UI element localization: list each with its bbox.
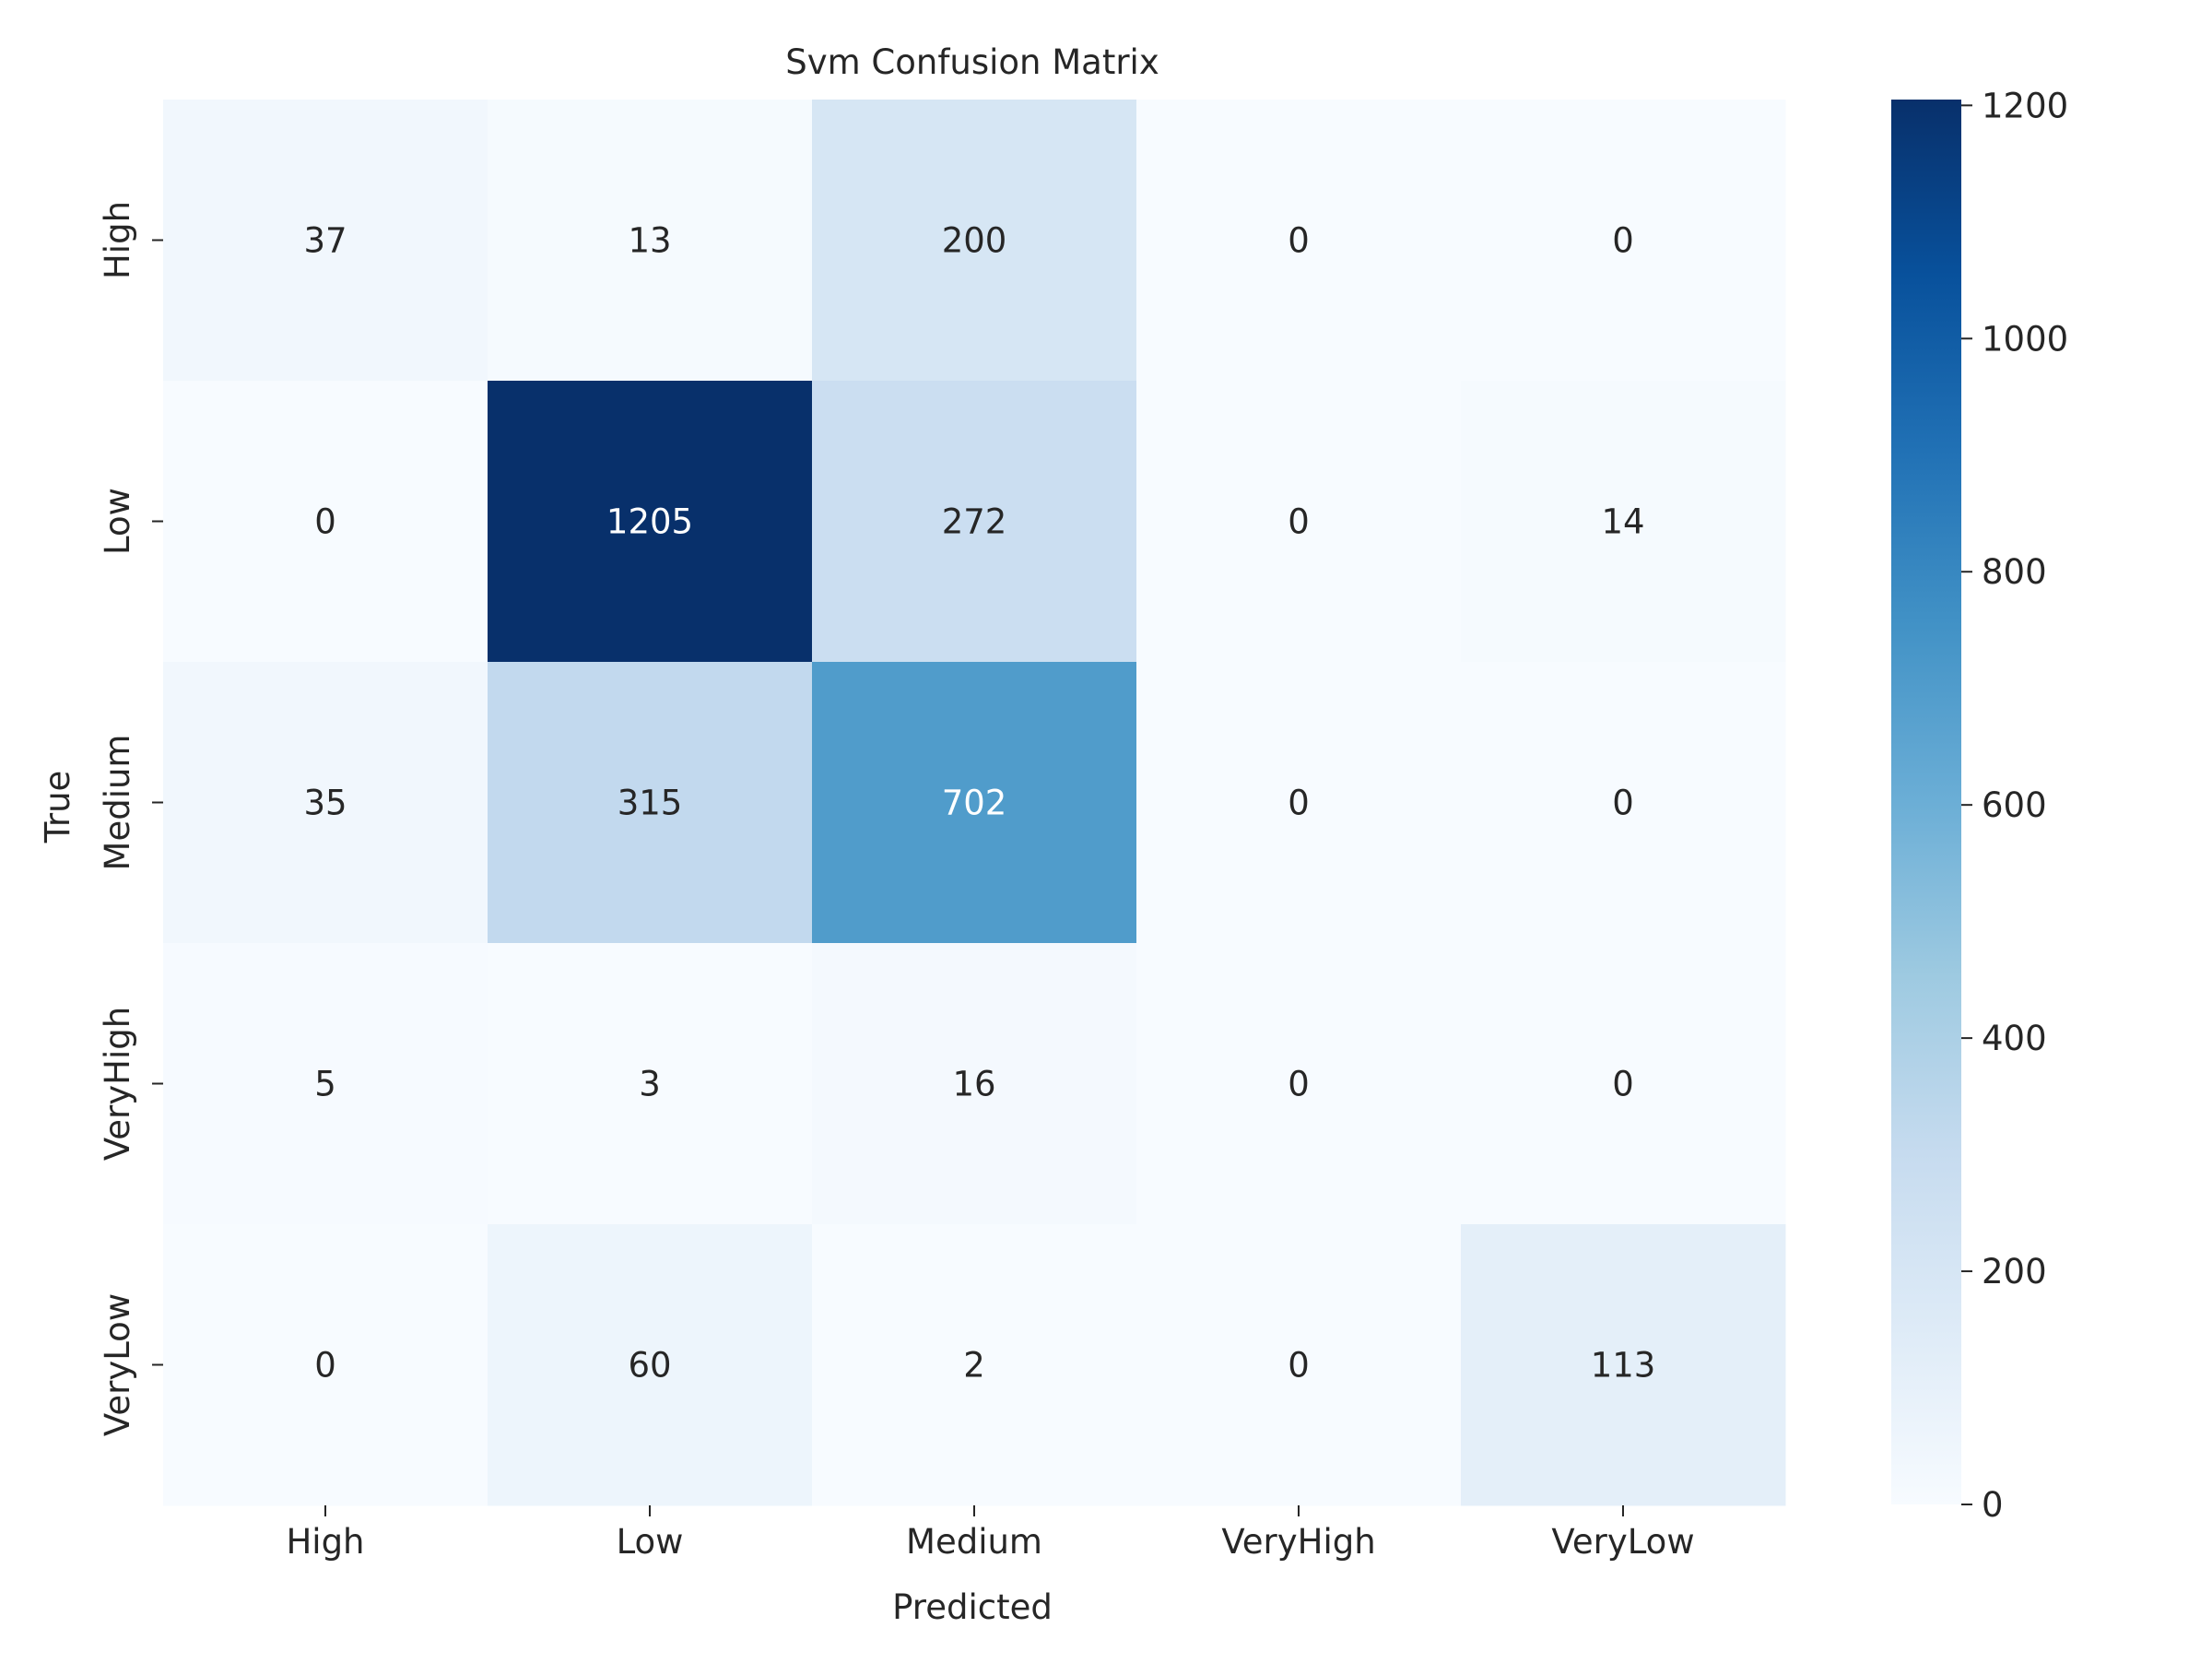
cell-value-4-0: 0	[314, 1346, 336, 1386]
heatmap-cell-1-4	[1461, 381, 1786, 663]
cell-value-1-3: 0	[1288, 502, 1310, 542]
cell-value-1-2: 272	[942, 502, 1007, 542]
cell-value-3-3: 0	[1288, 1065, 1310, 1104]
heatmap-cell-3-3	[1136, 943, 1462, 1225]
y-tick-label-0: High	[98, 201, 137, 279]
heatmap-cell-0-2	[812, 100, 1137, 382]
cell-value-4-2: 2	[963, 1346, 985, 1386]
cell-value-2-4: 0	[1612, 784, 1634, 823]
heatmap-cell-4-4	[1461, 1224, 1786, 1506]
chart-title: Svm Confusion Matrix	[785, 42, 1159, 82]
heatmap-cell-4-2	[812, 1224, 1137, 1506]
heatmap-cells: 37 13 200 0 0 0 1205 272 0 14 35 315 702 0 0 5 3 16 0 0 0 60 2…	[163, 100, 1786, 1506]
heatmap-cell-2-2	[812, 662, 1137, 944]
cell-value-0-3: 0	[1288, 221, 1310, 261]
y-axis-label: True	[38, 771, 77, 844]
cell-value-0-0: 37	[303, 221, 347, 261]
heatmap-cell-4-0	[163, 1224, 488, 1506]
x-tick-label-4: VeryLow	[1551, 1522, 1694, 1562]
heatmap-cell-0-0	[163, 100, 488, 382]
cell-value-3-4: 0	[1612, 1065, 1634, 1104]
cell-value-4-4: 113	[1591, 1346, 1656, 1386]
cell-value-4-3: 0	[1288, 1346, 1310, 1386]
heatmap-cell-0-1	[488, 100, 813, 382]
y-tick-label-2: Medium	[98, 735, 137, 871]
colorbar-tick-label-1: 200	[1982, 1252, 2047, 1291]
colorbar-tick-label-5: 1000	[1982, 319, 2068, 359]
cell-value-2-2: 702	[942, 784, 1007, 823]
heatmap-cell-0-3	[1136, 100, 1462, 382]
heatmap-cell-0-4	[1461, 100, 1786, 382]
cell-value-0-1: 13	[628, 221, 671, 261]
x-axis-label: Predicted	[892, 1587, 1053, 1627]
x-axis-ticks: High Low Medium VeryHigh VeryLow	[286, 1505, 1695, 1562]
cell-value-3-1: 3	[639, 1065, 661, 1104]
cell-value-1-1: 1205	[606, 502, 693, 542]
colorbar-tick-label-3: 600	[1982, 785, 2047, 825]
heatmap-cell-3-2	[812, 943, 1137, 1225]
cell-value-3-2: 16	[952, 1065, 995, 1104]
heatmap-cell-3-0	[163, 943, 488, 1225]
heatmap-cell-1-0	[163, 381, 488, 663]
heatmap-cell-2-1	[488, 662, 813, 944]
heatmap-cell-2-0	[163, 662, 488, 944]
x-tick-label-3: VeryHigh	[1221, 1522, 1375, 1562]
heatmap-cell-4-1	[488, 1224, 813, 1506]
x-tick-label-1: Low	[617, 1522, 684, 1562]
y-tick-label-1: Low	[98, 488, 137, 555]
cell-value-2-3: 0	[1288, 784, 1310, 823]
y-tick-label-3: VeryHigh	[98, 1007, 137, 1161]
x-tick-label-0: High	[286, 1522, 364, 1562]
cell-value-1-4: 14	[1601, 502, 1644, 542]
heatmap-cell-3-1	[488, 943, 813, 1225]
cell-value-1-0: 0	[314, 502, 336, 542]
heatmap-cell-1-1	[488, 381, 813, 663]
heatmap-cell-1-3	[1136, 381, 1462, 663]
heatmap-cell-2-3	[1136, 662, 1462, 944]
cell-value-3-0: 5	[314, 1065, 336, 1104]
colorbar-tick-label-4: 800	[1982, 552, 2047, 592]
cell-value-0-2: 200	[942, 221, 1007, 261]
cell-value-2-0: 35	[303, 784, 347, 823]
colorbar-ticks: 0 200 400 600 800 1000 1200	[1961, 86, 2068, 1525]
cell-value-4-1: 60	[628, 1346, 671, 1386]
heatmap-cell-1-2	[812, 381, 1137, 663]
colorbar-tick-label-0: 0	[1982, 1485, 2004, 1525]
x-tick-label-2: Medium	[906, 1522, 1042, 1562]
heatmap-cell-2-4	[1461, 662, 1786, 944]
heatmap-cell-3-4	[1461, 943, 1786, 1225]
colorbar-tick-label-6: 1200	[1982, 86, 2068, 125]
y-axis-ticks: High Low Medium VeryHigh VeryLow	[98, 201, 163, 1436]
colorbar-tick-label-2: 400	[1982, 1019, 2047, 1058]
cell-value-2-1: 315	[618, 784, 683, 823]
heatmap-cell-4-3	[1136, 1224, 1462, 1506]
colorbar	[1891, 100, 1961, 1504]
cell-value-0-4: 0	[1612, 221, 1634, 261]
y-tick-label-4: VeryLow	[98, 1293, 137, 1436]
